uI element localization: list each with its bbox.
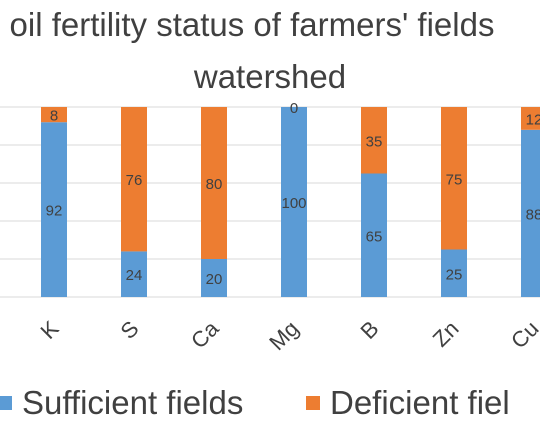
data-label-deficient: 76 [126, 172, 143, 189]
legend-item-sufficient: Sufficient fields [0, 384, 243, 422]
data-label-sufficient: 65 [366, 228, 383, 245]
x-tick-label: Zn [428, 316, 464, 352]
legend-swatch-deficient [306, 396, 320, 410]
data-label-deficient: 0 [290, 100, 298, 117]
data-label-sufficient: 24 [126, 267, 143, 284]
bar-sufficient [41, 122, 67, 297]
chart-title-line-2: watershed [193, 58, 347, 95]
bar-deficient [521, 107, 540, 130]
data-label-sufficient: 100 [281, 195, 306, 212]
bar-sufficient [361, 173, 387, 297]
legend-swatch-sufficient [0, 396, 12, 410]
x-tick-label: Ca [186, 315, 224, 353]
bar-sufficient [121, 251, 147, 297]
x-tick-label: S [115, 316, 143, 344]
bar-deficient [361, 107, 387, 174]
data-label-deficient: 8 [50, 108, 58, 125]
legend-label-sufficient: Sufficient fields [22, 384, 244, 421]
data-label-sufficient: 92 [46, 203, 63, 220]
data-label-deficient: 80 [206, 176, 223, 193]
x-tick-label: Cu [506, 316, 540, 354]
bar-sufficient [441, 249, 467, 297]
x-tick-label: K [35, 316, 63, 344]
bar-deficient [41, 107, 67, 123]
x-tick-label: Mg [264, 316, 303, 355]
data-label-sufficient: 20 [206, 271, 223, 288]
bar-sufficient [521, 129, 540, 297]
bar-deficient [441, 107, 467, 250]
data-label-deficient: 75 [446, 171, 463, 188]
data-label-sufficient: 25 [446, 266, 463, 283]
legend-label-deficient: Deficient fiel [330, 384, 510, 421]
bar-sufficient [201, 259, 227, 297]
data-label-sufficient: 88 [526, 206, 540, 223]
bar-deficient [201, 107, 227, 259]
chart-title-line-1: oil fertility status of farmers' fields [9, 6, 495, 43]
bar-sufficient [281, 107, 307, 297]
data-label-deficient: 12 [526, 111, 540, 128]
bar-deficient [121, 107, 147, 252]
x-tick-label: B [355, 316, 383, 344]
data-label-deficient: 35 [366, 133, 383, 150]
legend-item-deficient: Deficient fiel [306, 384, 510, 422]
